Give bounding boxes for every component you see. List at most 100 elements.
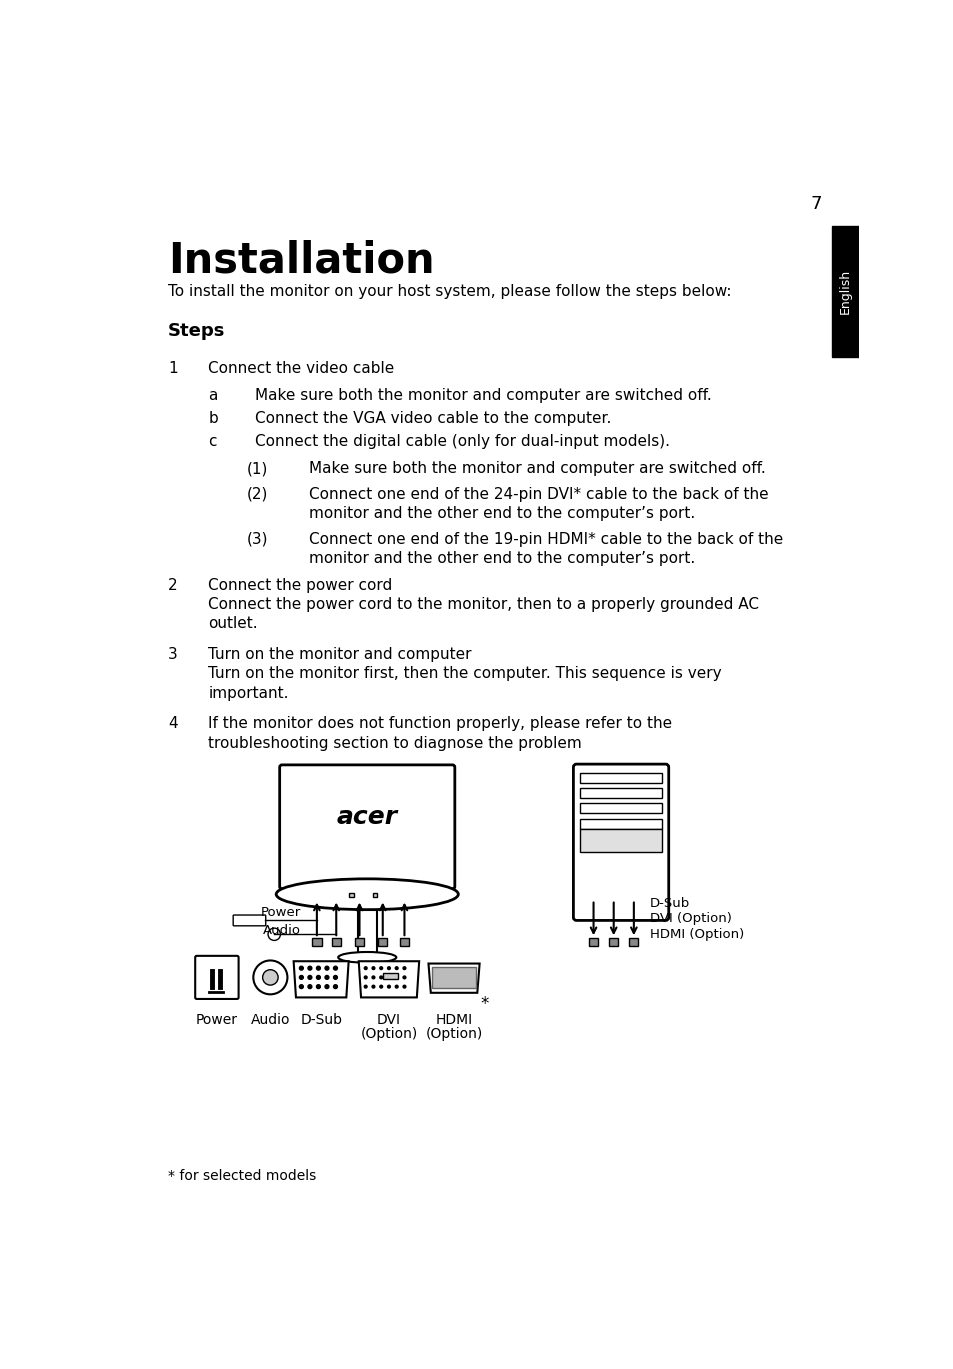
Text: Audio: Audio bbox=[251, 1013, 290, 1027]
Text: D-Sub: D-Sub bbox=[649, 897, 690, 910]
Circle shape bbox=[379, 967, 382, 969]
Text: troubleshooting section to diagnose the problem: troubleshooting section to diagnose the … bbox=[208, 735, 581, 750]
Text: (2): (2) bbox=[247, 487, 268, 502]
Text: DVI: DVI bbox=[376, 1013, 400, 1027]
Text: important.: important. bbox=[208, 686, 289, 701]
Circle shape bbox=[395, 976, 397, 979]
Text: monitor and the other end to the computer’s port.: monitor and the other end to the compute… bbox=[309, 550, 695, 565]
Circle shape bbox=[316, 976, 320, 979]
Circle shape bbox=[316, 984, 320, 988]
Circle shape bbox=[379, 976, 382, 979]
Circle shape bbox=[308, 984, 312, 988]
Circle shape bbox=[308, 976, 312, 979]
Circle shape bbox=[402, 967, 405, 969]
FancyBboxPatch shape bbox=[279, 765, 455, 888]
Text: Connect one end of the 24-pin DVI* cable to the back of the: Connect one end of the 24-pin DVI* cable… bbox=[309, 487, 768, 502]
Text: 3: 3 bbox=[168, 648, 177, 663]
Bar bbox=[579, 789, 661, 798]
Text: * for selected models: * for selected models bbox=[168, 1169, 316, 1183]
Circle shape bbox=[387, 967, 390, 969]
Circle shape bbox=[372, 986, 375, 988]
Circle shape bbox=[334, 976, 337, 979]
Circle shape bbox=[316, 967, 320, 971]
Circle shape bbox=[402, 976, 405, 979]
Text: *: * bbox=[480, 995, 488, 1013]
Text: Installation: Installation bbox=[168, 240, 435, 282]
Bar bbox=[608, 938, 618, 946]
Text: English: English bbox=[838, 268, 851, 314]
Polygon shape bbox=[294, 961, 348, 998]
Text: outlet.: outlet. bbox=[208, 616, 257, 631]
Circle shape bbox=[379, 986, 382, 988]
Bar bbox=[357, 909, 376, 956]
Bar bbox=[629, 938, 638, 946]
Bar bbox=[373, 893, 377, 897]
Bar bbox=[399, 938, 409, 946]
Circle shape bbox=[395, 967, 397, 969]
Circle shape bbox=[364, 986, 367, 988]
Bar bbox=[377, 938, 387, 946]
FancyBboxPatch shape bbox=[573, 764, 668, 920]
Text: (Option): (Option) bbox=[360, 1027, 417, 1040]
FancyBboxPatch shape bbox=[233, 914, 266, 925]
Circle shape bbox=[299, 976, 303, 979]
Text: (Option): (Option) bbox=[425, 1027, 482, 1040]
Bar bbox=[355, 938, 364, 946]
Text: monitor and the other end to the computer’s port.: monitor and the other end to the compute… bbox=[309, 507, 695, 522]
Bar bbox=[332, 938, 340, 946]
Text: Connect the digital cable (only for dual-input models).: Connect the digital cable (only for dual… bbox=[254, 434, 669, 449]
Bar bbox=[579, 804, 661, 813]
Bar bbox=[312, 938, 321, 946]
Text: 2: 2 bbox=[168, 578, 177, 593]
Text: Connect the video cable: Connect the video cable bbox=[208, 360, 395, 375]
Circle shape bbox=[308, 967, 312, 971]
Text: HDMI: HDMI bbox=[435, 1013, 472, 1027]
Bar bbox=[382, 973, 397, 979]
Text: Connect one end of the 19-pin HDMI* cable to the back of the: Connect one end of the 19-pin HDMI* cabl… bbox=[309, 531, 782, 546]
Bar bbox=[282, 767, 452, 782]
Text: 4: 4 bbox=[168, 716, 177, 731]
Text: Power: Power bbox=[195, 1013, 237, 1027]
Text: To install the monitor on your host system, please follow the steps below:: To install the monitor on your host syst… bbox=[168, 283, 731, 298]
Text: 7: 7 bbox=[810, 196, 821, 214]
Bar bbox=[588, 938, 598, 946]
Polygon shape bbox=[358, 961, 418, 998]
Circle shape bbox=[299, 967, 303, 971]
Circle shape bbox=[253, 961, 287, 994]
Text: (1): (1) bbox=[247, 461, 268, 476]
Text: Make sure both the monitor and computer are switched off.: Make sure both the monitor and computer … bbox=[254, 387, 711, 402]
Text: a: a bbox=[208, 387, 217, 402]
Circle shape bbox=[334, 984, 337, 988]
Bar bbox=[349, 893, 354, 897]
Circle shape bbox=[325, 967, 329, 971]
Bar bbox=[831, 226, 858, 357]
Text: HDMI (Option): HDMI (Option) bbox=[649, 928, 743, 941]
Circle shape bbox=[387, 986, 390, 988]
Bar bbox=[579, 772, 661, 783]
Text: Audio: Audio bbox=[263, 924, 301, 936]
Circle shape bbox=[325, 984, 329, 988]
FancyBboxPatch shape bbox=[195, 956, 238, 999]
Text: Connect the VGA video cable to the computer.: Connect the VGA video cable to the compu… bbox=[254, 411, 611, 426]
Bar bbox=[579, 819, 661, 828]
Text: Turn on the monitor and computer: Turn on the monitor and computer bbox=[208, 648, 472, 663]
Text: If the monitor does not function properly, please refer to the: If the monitor does not function properl… bbox=[208, 716, 672, 731]
Text: DVI (Option): DVI (Option) bbox=[649, 912, 731, 925]
Circle shape bbox=[364, 967, 367, 969]
Circle shape bbox=[268, 928, 280, 941]
Text: Steps: Steps bbox=[168, 322, 225, 340]
Circle shape bbox=[372, 976, 375, 979]
Ellipse shape bbox=[337, 951, 395, 962]
Text: (3): (3) bbox=[247, 531, 269, 546]
Text: b: b bbox=[208, 411, 218, 426]
Circle shape bbox=[364, 976, 367, 979]
Circle shape bbox=[387, 976, 390, 979]
Text: Power: Power bbox=[261, 906, 301, 919]
Circle shape bbox=[299, 984, 303, 988]
Circle shape bbox=[334, 967, 337, 971]
Text: D-Sub: D-Sub bbox=[300, 1013, 342, 1027]
Circle shape bbox=[402, 986, 405, 988]
Text: acer: acer bbox=[336, 805, 397, 830]
Circle shape bbox=[262, 969, 278, 986]
Polygon shape bbox=[428, 964, 479, 993]
